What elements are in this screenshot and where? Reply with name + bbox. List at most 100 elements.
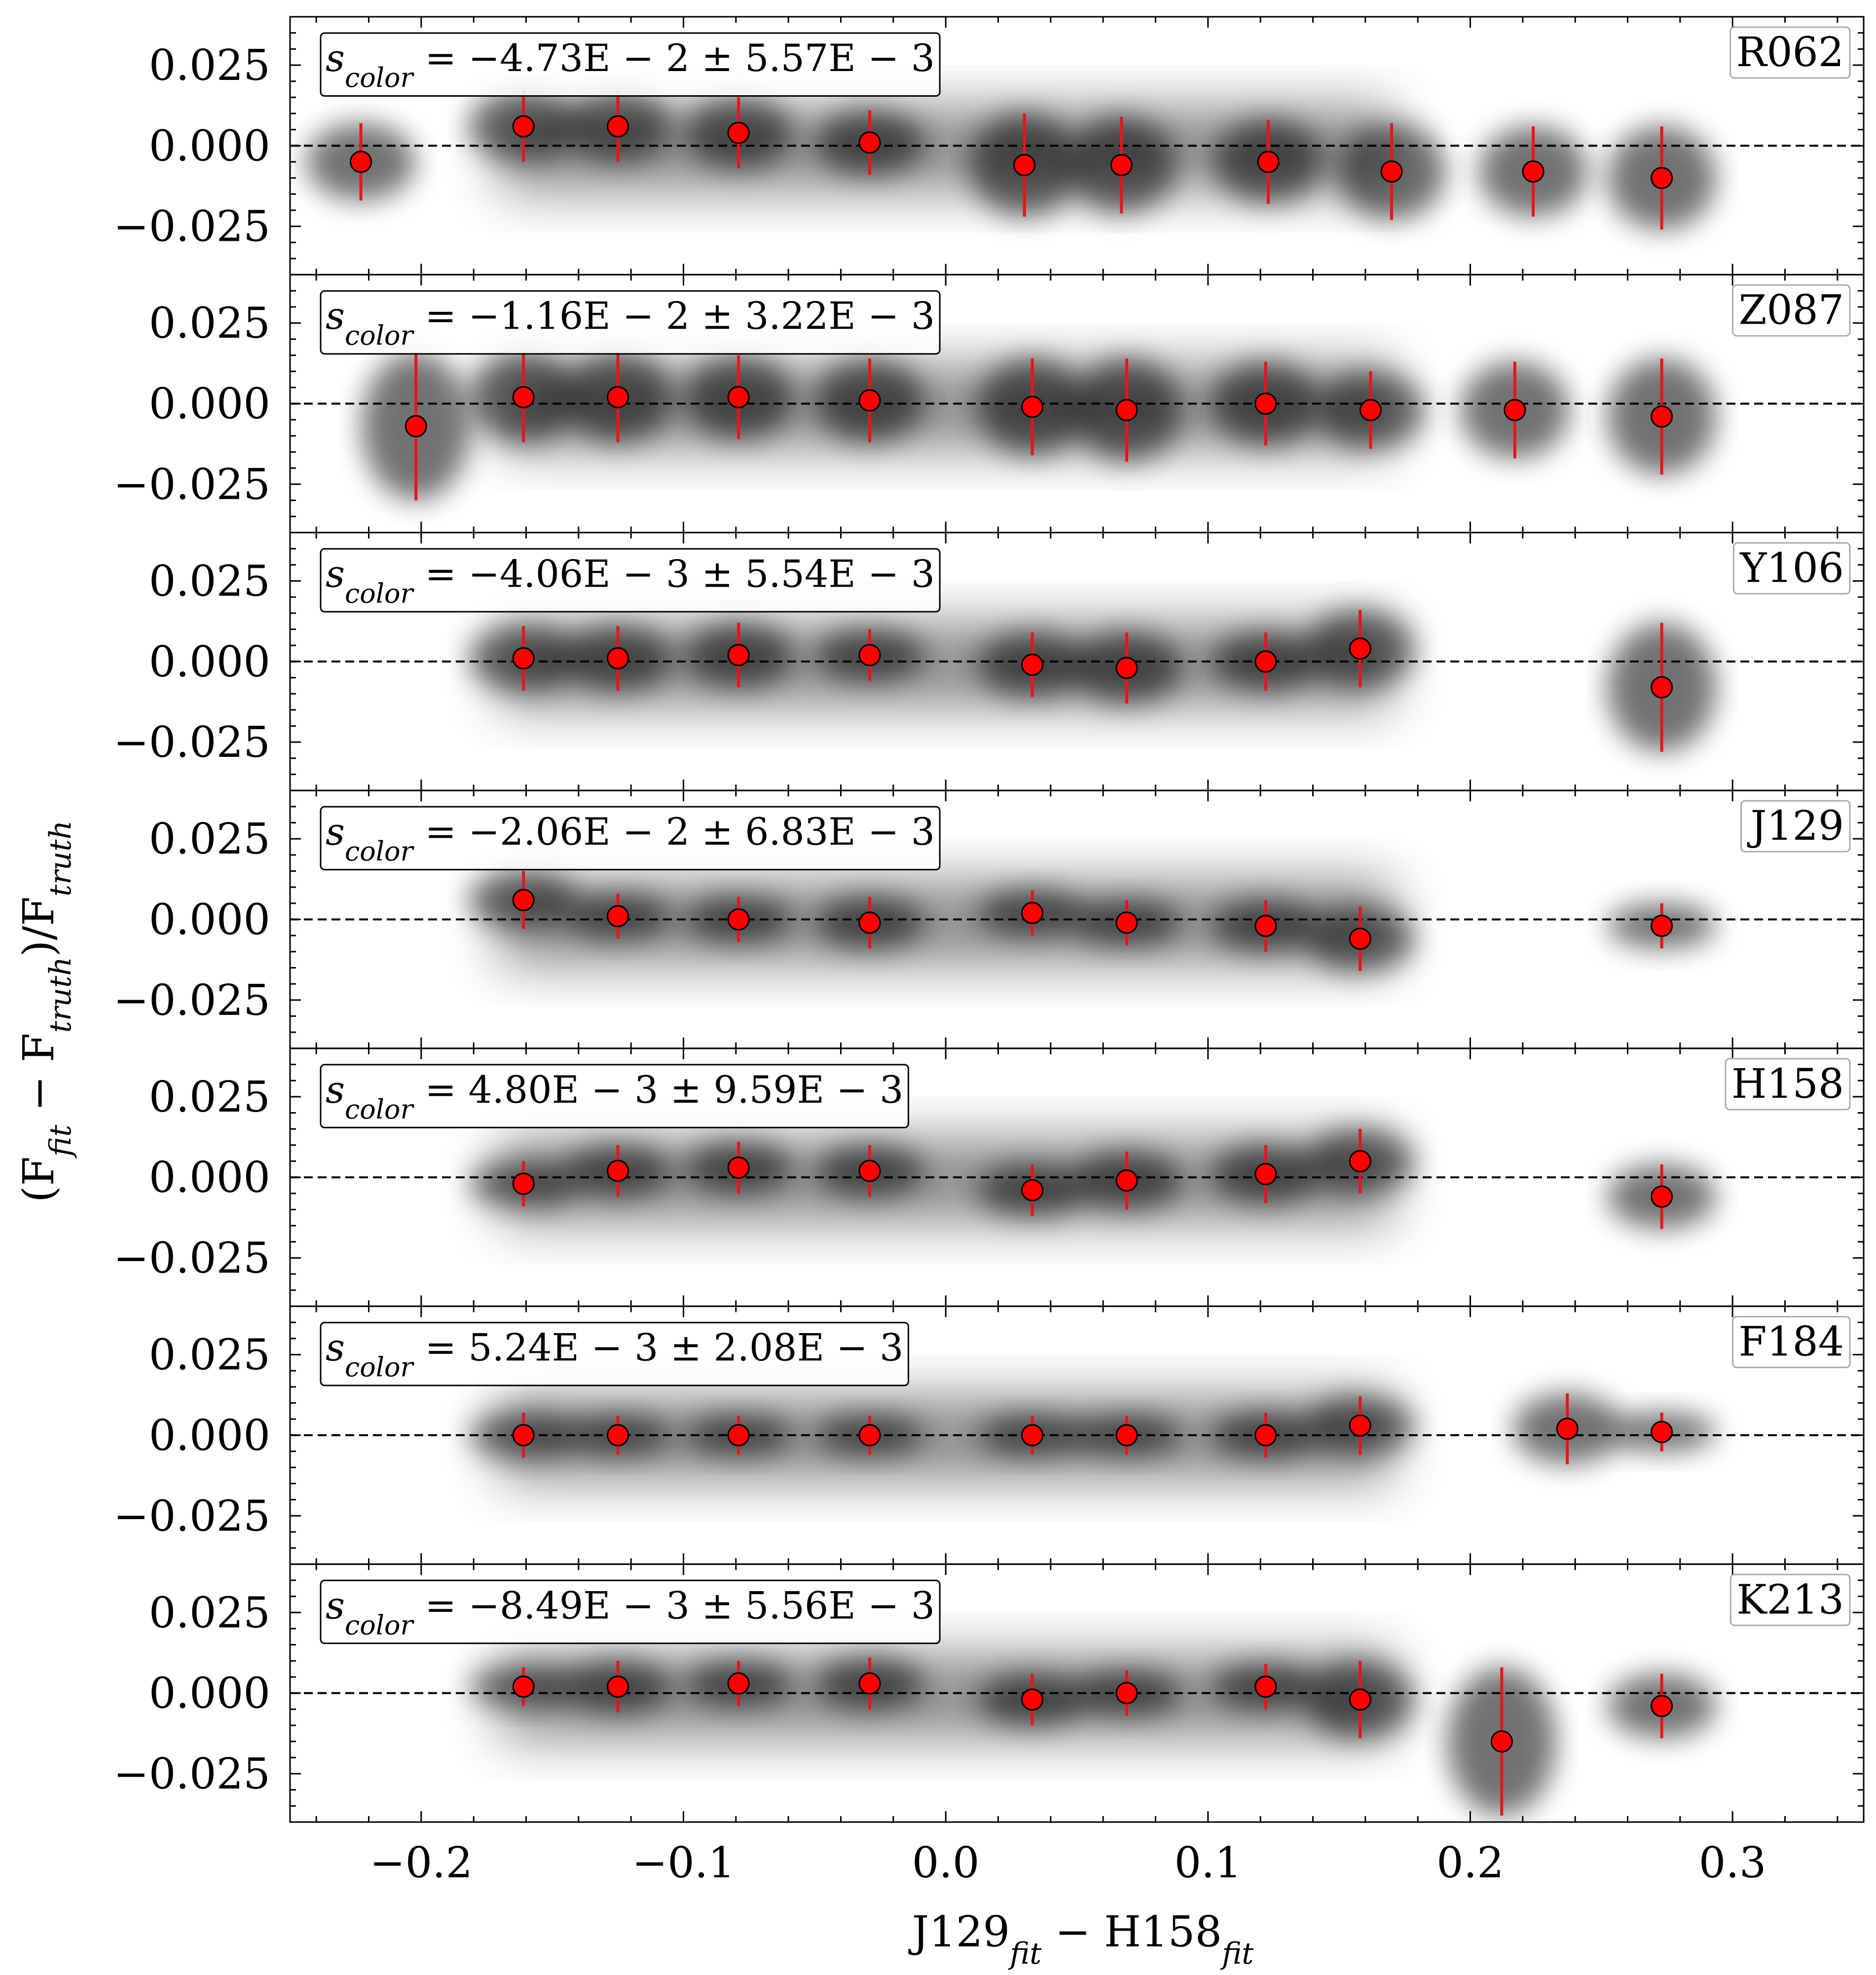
data-point bbox=[858, 644, 881, 667]
x-tick-label: 0.3 bbox=[1699, 1838, 1766, 1888]
slope-label-box bbox=[320, 32, 941, 97]
slope-label-box bbox=[320, 1064, 909, 1128]
panel-y106: 0.025 0.000 −0.025 scolor = −4.06E − 3 ± 5.… bbox=[113, 531, 1865, 791]
data-point bbox=[405, 415, 427, 438]
data-point bbox=[1257, 150, 1280, 173]
slope-label: scolor = −2.06E − 2 ± 6.83E − 3 bbox=[326, 810, 935, 867]
y-tick-label: 0.000 bbox=[149, 637, 270, 687]
y-tick-label: 0.000 bbox=[149, 1153, 270, 1202]
data-point bbox=[1349, 637, 1371, 660]
filter-label-box bbox=[1729, 1573, 1851, 1626]
slope-label: scolor = −4.06E − 3 ± 5.54E − 3 bbox=[326, 552, 935, 609]
filter-label: R062 bbox=[1736, 29, 1844, 76]
y-tick-label: 0.025 bbox=[149, 1073, 270, 1122]
point-cloud bbox=[306, 91, 1716, 230]
data-point bbox=[1021, 653, 1044, 676]
data-point bbox=[1380, 160, 1403, 183]
data-point bbox=[1254, 1676, 1277, 1698]
data-point bbox=[1110, 154, 1133, 177]
panel-h158: 0.025 0.000 −0.025 scolor = 4.80E − 3 ± 9.5… bbox=[113, 1047, 1865, 1307]
data-point bbox=[858, 131, 881, 154]
data-point bbox=[512, 1424, 535, 1447]
data-point bbox=[1021, 1179, 1044, 1201]
data-point bbox=[858, 911, 881, 934]
slope-label: scolor = −8.49E − 3 ± 5.56E − 3 bbox=[326, 1583, 935, 1640]
data-point bbox=[1651, 1420, 1673, 1443]
filter-label: H158 bbox=[1731, 1061, 1844, 1108]
data-point bbox=[350, 150, 372, 173]
slope-label-box bbox=[320, 1579, 941, 1644]
slope-label: scolor = −4.73E − 2 ± 5.57E − 3 bbox=[326, 36, 935, 93]
data-point bbox=[1254, 915, 1277, 937]
data-point bbox=[727, 386, 750, 409]
data-point bbox=[858, 1672, 881, 1695]
data-point bbox=[1651, 915, 1673, 937]
y-tick-label: 0.025 bbox=[149, 1331, 270, 1380]
panels-layer: 0.025 0.000 −0.025 scolor = −4.73E − 2 ± 5.… bbox=[113, 16, 1865, 1823]
data-point bbox=[1021, 396, 1044, 418]
y-tick-label: 0.000 bbox=[149, 121, 270, 171]
data-point bbox=[1115, 399, 1138, 421]
filter-label-box bbox=[1732, 542, 1851, 595]
data-point bbox=[607, 1676, 629, 1698]
x-tick-labels: −0.2 −0.1 0.0 0.1 0.2 0.3 bbox=[369, 1838, 1766, 1888]
filter-label: K213 bbox=[1736, 1576, 1844, 1623]
y-tick-label: −0.025 bbox=[113, 202, 270, 252]
data-point bbox=[727, 644, 750, 667]
y-tick-label: 0.025 bbox=[149, 1588, 270, 1638]
y-tick-label: 0.025 bbox=[149, 299, 270, 348]
data-point bbox=[858, 1159, 881, 1182]
filter-label-box bbox=[1729, 26, 1851, 79]
data-point bbox=[512, 1676, 535, 1698]
point-cloud bbox=[469, 1654, 1716, 1816]
data-point bbox=[727, 121, 750, 144]
data-point bbox=[512, 386, 535, 409]
y-tick-label: −0.025 bbox=[113, 1234, 270, 1283]
data-point bbox=[1651, 405, 1673, 428]
data-point bbox=[1349, 1414, 1371, 1437]
point-cloud bbox=[469, 1129, 1716, 1229]
y-tick-label: 0.000 bbox=[149, 1411, 270, 1460]
data-point bbox=[512, 647, 535, 670]
y-tick-label: −0.025 bbox=[113, 1491, 270, 1541]
data-point bbox=[607, 1159, 629, 1182]
data-point bbox=[1254, 650, 1277, 673]
filter-label: Y106 bbox=[1739, 545, 1844, 592]
slope-label: scolor = 5.24E − 3 ± 2.08E − 3 bbox=[326, 1326, 903, 1383]
filter-label-box bbox=[1725, 1058, 1851, 1111]
data-point bbox=[1254, 1163, 1277, 1186]
y-tick-label: 0.000 bbox=[149, 379, 270, 429]
data-point bbox=[1115, 1169, 1138, 1192]
filter-label: Z087 bbox=[1739, 287, 1844, 334]
data-point bbox=[512, 1172, 535, 1195]
data-point bbox=[607, 647, 629, 670]
y-tick-label: 0.025 bbox=[149, 41, 270, 90]
data-point bbox=[512, 889, 535, 911]
point-cloud bbox=[469, 610, 1716, 752]
y-tick-label: −0.025 bbox=[113, 1750, 270, 1799]
data-point bbox=[1115, 1424, 1138, 1447]
data-point bbox=[607, 386, 629, 409]
filter-label-box bbox=[1740, 800, 1851, 853]
filter-label: F184 bbox=[1739, 1319, 1844, 1366]
data-point bbox=[1556, 1417, 1579, 1440]
y-tick-label: −0.025 bbox=[113, 718, 270, 767]
point-cloud bbox=[362, 352, 1716, 501]
data-point bbox=[1021, 901, 1044, 924]
x-tick-label: 0.1 bbox=[1174, 1838, 1242, 1888]
data-point bbox=[1021, 1424, 1044, 1447]
data-point bbox=[1522, 160, 1545, 183]
panel-k213: 0.025 0.000 −0.025 scolor = −8.49E − 3 ± 5.… bbox=[113, 1563, 1865, 1823]
data-point bbox=[1254, 1424, 1277, 1447]
data-point bbox=[1651, 1185, 1673, 1208]
y-tick-label: −0.025 bbox=[113, 976, 270, 1025]
data-point bbox=[1115, 657, 1138, 679]
slope-label-box bbox=[320, 806, 941, 871]
data-point bbox=[607, 1424, 629, 1447]
data-point bbox=[512, 115, 535, 138]
data-point bbox=[607, 115, 629, 138]
y-tick-label: 0.025 bbox=[149, 557, 270, 606]
data-point bbox=[1651, 1695, 1673, 1717]
data-point bbox=[1349, 1688, 1371, 1711]
